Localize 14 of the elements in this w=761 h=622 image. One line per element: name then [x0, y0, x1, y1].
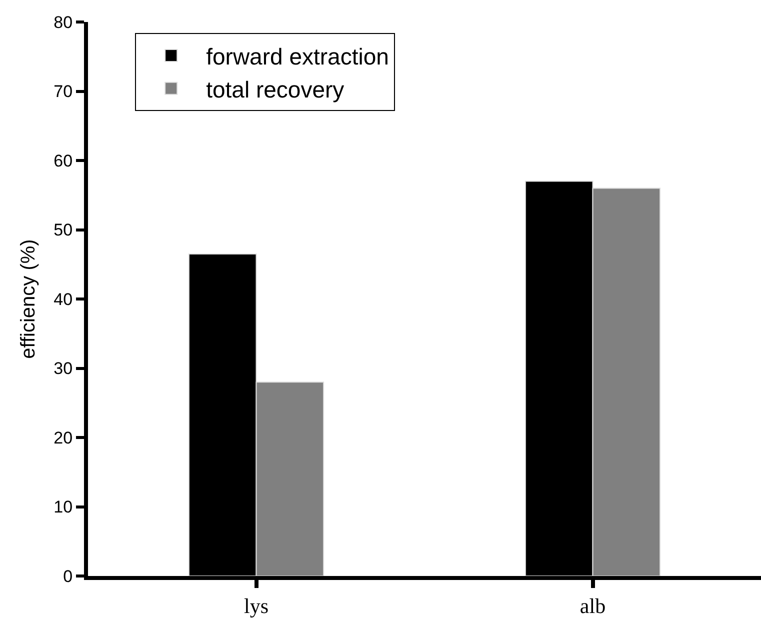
- legend-label: forward extraction: [206, 44, 389, 70]
- y-tick-label: 50: [54, 220, 73, 240]
- y-tick-label: 40: [54, 290, 73, 309]
- y-tick-label: 0: [63, 566, 73, 586]
- y-tick-label: 60: [54, 151, 73, 170]
- y-tick-label: 80: [54, 12, 73, 32]
- y-tick-label: 20: [54, 428, 73, 448]
- legend-label: total recovery: [206, 76, 345, 102]
- y-tick-label: 70: [54, 82, 73, 102]
- y-tick-label: 30: [54, 359, 73, 378]
- y-axis-title: efficiency (%): [18, 239, 40, 359]
- y-tick-label: 10: [54, 498, 73, 517]
- x-tick-label: lys: [244, 594, 269, 618]
- x-tick-label: alb: [580, 594, 606, 618]
